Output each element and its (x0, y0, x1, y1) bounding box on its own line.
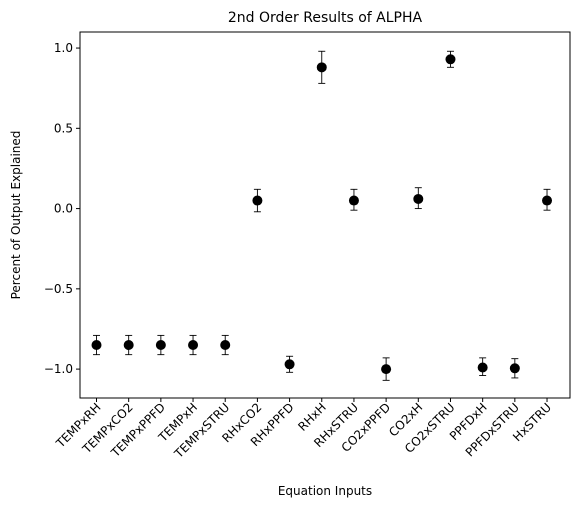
data-point (91, 340, 102, 351)
y-tick-label: 0.0 (54, 202, 73, 216)
data-point (188, 340, 199, 351)
x-axis: TEMPxRHTEMPxCO2TEMPxPPFDTEMPxHTEMPxSTRUR… (53, 398, 554, 462)
data-point (123, 340, 134, 351)
data-point (220, 340, 231, 351)
data-point (477, 362, 488, 373)
chart-title: 2nd Order Results of ALPHA (228, 10, 423, 26)
data-point (155, 340, 166, 351)
data-point (542, 195, 553, 206)
y-tick-label: 0.5 (54, 121, 73, 135)
y-tick-label: 1.0 (54, 41, 73, 55)
data-point (381, 364, 392, 375)
y-tick-label: −1.0 (44, 362, 73, 376)
data-point (445, 54, 456, 65)
data-point (348, 195, 359, 206)
plot-marks (91, 50, 553, 381)
x-axis-label: Equation Inputs (278, 484, 372, 498)
plot-frame (79, 31, 571, 399)
data-point (252, 195, 263, 206)
data-point (413, 193, 424, 204)
data-point (316, 62, 327, 73)
data-point (509, 363, 520, 374)
data-point (284, 359, 295, 370)
y-tick-label: −0.5 (44, 282, 73, 296)
y-axis: −1.0 −0.5 0.0 0.5 1.0 (44, 41, 80, 376)
y-axis-label: Percent of Output Explained (9, 131, 23, 300)
